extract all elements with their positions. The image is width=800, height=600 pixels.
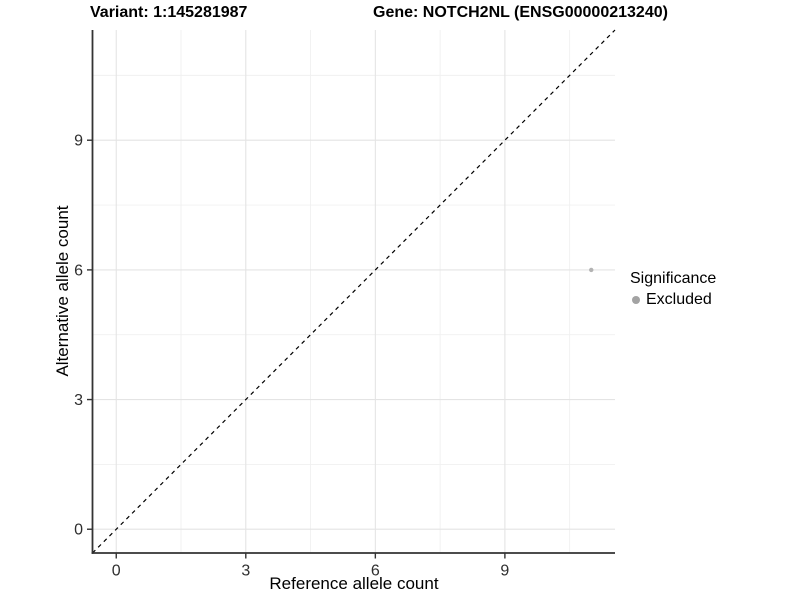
x-tick-label: 3 — [241, 563, 250, 580]
legend-item-label: Excluded — [646, 291, 712, 308]
y-tick-label: 3 — [74, 392, 83, 409]
plot-title-variant: Variant: 1:145281987 — [90, 4, 248, 21]
plot-title-gene: Gene: NOTCH2NL (ENSG00000213240) — [373, 4, 668, 21]
x-tick-label: 9 — [500, 563, 509, 580]
y-tick-label: 9 — [74, 133, 83, 150]
legend-title: Significance — [630, 270, 717, 287]
x-axis-title: Reference allele count — [269, 574, 439, 593]
legend-item-excluded: Excluded — [630, 291, 716, 309]
x-tick-label: 6 — [371, 563, 380, 580]
data-point — [589, 267, 594, 273]
x-tick-label: 0 — [112, 563, 121, 580]
y-axis-title: Alternative allele count — [53, 205, 72, 377]
legend-point-icon — [632, 296, 640, 304]
identity-reference-line — [92, 29, 616, 554]
legend: Significance Excluded — [630, 270, 716, 309]
y-tick-label: 0 — [74, 522, 83, 539]
y-tick-label: 6 — [74, 262, 83, 279]
